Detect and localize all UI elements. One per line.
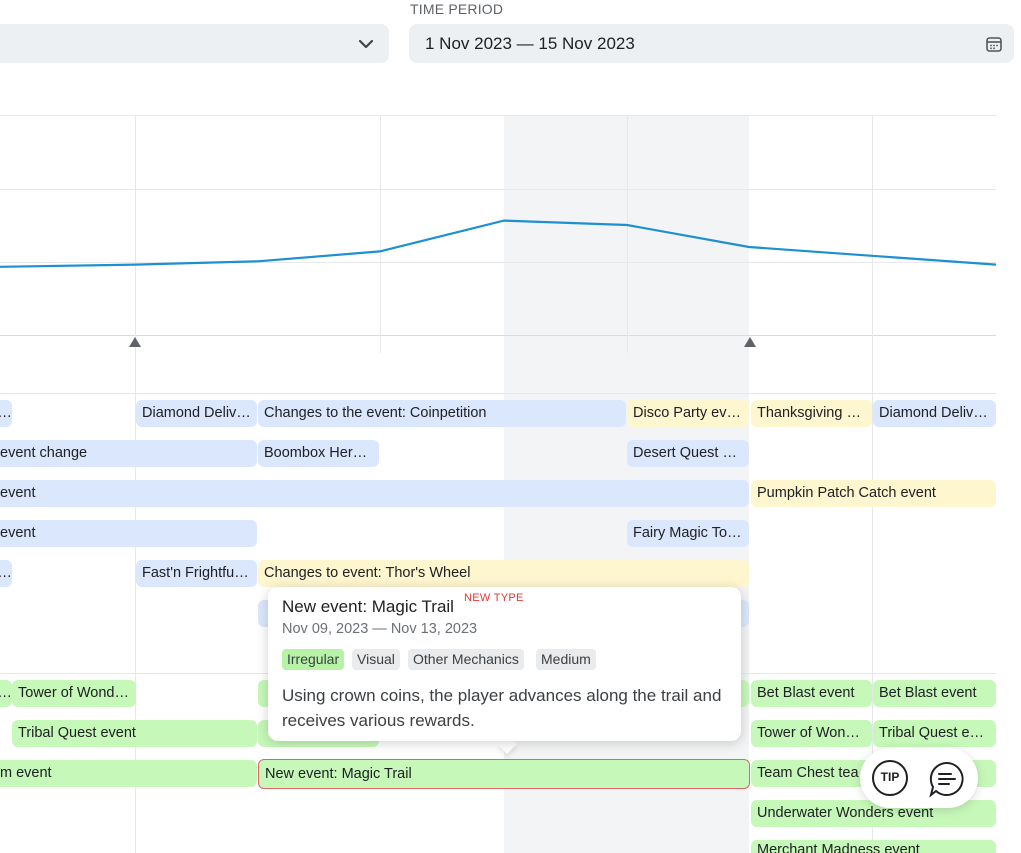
event-bar[interactable]: Disco Party eve...	[627, 400, 749, 427]
event-bar[interactable]: Fairy Magic Tou...	[627, 520, 749, 547]
event-bar[interactable]: ...	[0, 560, 12, 587]
event-bar[interactable]: Diamond Deliver...	[873, 400, 996, 427]
event-bar[interactable]: Tower of Wonde...	[12, 680, 136, 707]
calendar-icon	[986, 37, 1002, 52]
tooltip-description: Using crown coins, the player advances a…	[282, 686, 722, 730]
event-bar[interactable]: Bet Blast event	[873, 680, 996, 707]
event-bar[interactable]: event	[0, 480, 749, 507]
tag-medium: Medium	[536, 649, 596, 670]
grid-line	[0, 335, 996, 336]
event-bar[interactable]: Merchant Madness event	[751, 840, 996, 853]
grid-line	[0, 115, 996, 116]
tooltip-dates: Nov 09, 2023 — Nov 13, 2023	[282, 621, 478, 637]
tag-irregular: Irregular	[282, 649, 345, 670]
series-line	[0, 219, 996, 268]
event-bar[interactable]: Diamond Delive...	[136, 400, 257, 427]
grid-line	[0, 189, 996, 190]
event-bar[interactable]: Changes to the event: Coinpetition	[258, 400, 626, 427]
event-bar[interactable]: Changes to event: Thor's Wheel	[258, 560, 749, 587]
grid-line	[0, 262, 996, 263]
event-bar[interactable]: Tower of Wonde...	[751, 720, 872, 747]
chevron-down-icon	[358, 39, 374, 49]
event-bar[interactable]: m event	[0, 760, 257, 787]
event-bar[interactable]: event	[0, 520, 257, 547]
tag-visual: Visual	[352, 649, 400, 670]
event-bar[interactable]: Fast'n Frightful ...	[136, 560, 257, 587]
event-bar[interactable]: ...	[0, 680, 12, 707]
selected-event-bar[interactable]: New event: Magic Trail	[258, 759, 750, 789]
section-divider	[0, 393, 996, 394]
chat-button[interactable]	[928, 760, 966, 798]
event-bar[interactable]: event change	[0, 440, 257, 467]
event-bar[interactable]: Desert Quest ev...	[627, 440, 749, 467]
time-period-value: 1 Nov 2023 — 15 Nov 2023	[425, 34, 635, 53]
new-type-badge: NEW TYPE	[464, 592, 524, 604]
event-bar[interactable]: Tribal Quest event	[12, 720, 257, 747]
event-bar[interactable]: Thanksgiving P...	[751, 400, 872, 427]
event-bar[interactable]: Boombox Hero ...	[258, 440, 379, 467]
day-divider	[380, 115, 381, 353]
event-bar[interactable]: ...	[0, 400, 12, 427]
event-bar[interactable]: Pumpkin Patch Catch event	[751, 480, 996, 507]
tip-icon: TIP	[880, 770, 900, 784]
time-period-picker[interactable]: 1 Nov 2023 — 15 Nov 2023	[409, 24, 1014, 63]
floating-actions: TIP	[860, 748, 978, 808]
note-marker-icon[interactable]	[129, 337, 141, 347]
event-tooltip: New event: Magic Trail NEW TYPE Nov 09, …	[268, 587, 741, 741]
event-bar[interactable]: Tribal Quest event	[873, 720, 996, 747]
event-bar[interactable]: Bet Blast event	[751, 680, 872, 707]
tooltip-title: New event: Magic Trail	[282, 597, 454, 616]
time-period-label: TIME PERIOD	[410, 1, 504, 17]
tag-mechanics: Other Mechanics	[408, 649, 524, 670]
engagement-line-chart	[0, 219, 996, 268]
day-divider	[627, 115, 628, 353]
chat-icon	[929, 761, 964, 798]
note-marker-icon[interactable]	[744, 337, 756, 347]
tip-button[interactable]: TIP	[872, 760, 908, 796]
filter-select[interactable]	[0, 24, 389, 63]
